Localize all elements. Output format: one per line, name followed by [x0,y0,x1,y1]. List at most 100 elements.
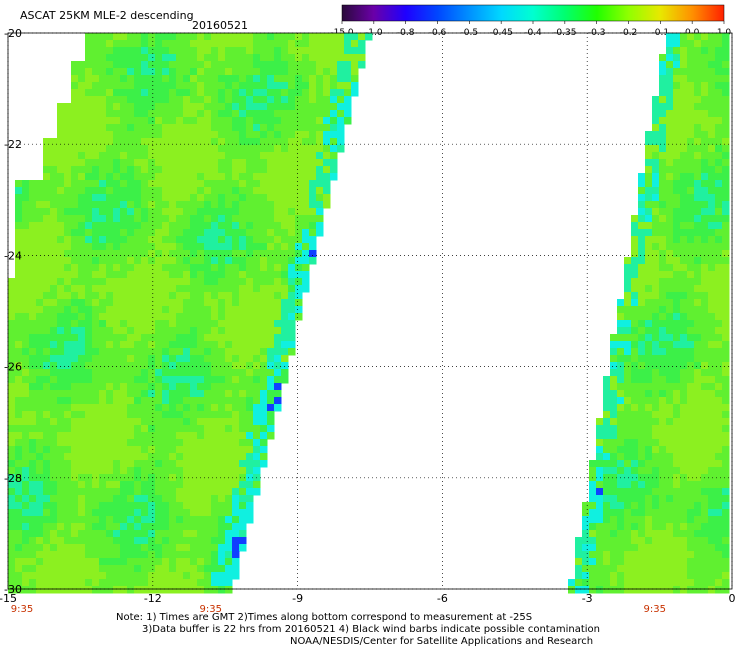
swath-cell [36,516,44,524]
swath-cell [673,362,681,370]
swath-cell [190,551,198,559]
swath-cell [92,334,100,342]
swath-cell [652,481,660,489]
swath-cell [274,131,282,139]
swath-cell [225,299,233,307]
swath-cell [330,173,338,181]
swath-cell [218,383,226,391]
swath-cell [302,54,310,62]
swath-cell [134,159,142,167]
swath-cell [64,488,72,496]
swath-cell [197,334,205,342]
swath-cell [169,418,177,426]
swath-cell [113,103,121,111]
swath-cell [190,173,198,181]
swath-cell [575,544,583,552]
swath-cell [680,124,688,132]
swath-cell [141,446,149,454]
swath-cell [8,369,16,377]
swath-cell [232,411,240,419]
swath-cell [141,523,149,531]
swath-cell [106,243,114,251]
swath-cell [309,117,317,125]
swath-cell [596,446,604,454]
swath-cell [722,229,730,237]
swath-cell [197,138,205,146]
swath-cell [176,551,184,559]
swath-cell [302,40,310,48]
swath-cell [638,341,646,349]
swath-cell [57,565,65,573]
swath-cell [29,383,37,391]
swath-cell [274,306,282,314]
swath-cell [624,565,632,573]
swath-cell [722,362,730,370]
swath-cell [659,467,667,475]
swath-cell [113,124,121,132]
swath-cell [260,236,268,244]
swath-cell [169,446,177,454]
swath-cell [659,89,667,97]
swath-cell [708,47,716,55]
swath-cell [134,145,142,153]
swath-cell [57,390,65,398]
swath-cell [645,488,653,496]
swath-cell [673,145,681,153]
swath-cell [50,411,58,419]
swath-cell [694,173,702,181]
swath-cell [659,278,667,286]
swath-cell [687,208,695,216]
swath-cell [309,33,317,41]
swath-cell [659,264,667,272]
swath-cell [36,187,44,195]
swath-cell [176,180,184,188]
swath-cell [666,565,674,573]
swath-cell [106,565,114,573]
swath-cell [715,446,723,454]
swath-cell [673,89,681,97]
swath-cell [141,460,149,468]
swath-cell [183,180,191,188]
swath-cell [666,40,674,48]
swath-cell [708,208,716,216]
swath-cell [169,495,177,503]
swath-cell [183,61,191,69]
swath-cell [113,404,121,412]
swath-cell [687,187,695,195]
swath-cell [680,117,688,125]
swath-cell [225,418,233,426]
swath-cell [232,75,240,83]
swath-cell [148,467,156,475]
swath-cell [197,313,205,321]
swath-cell [274,404,282,412]
swath-cell [120,40,128,48]
swath-cell [701,565,709,573]
swath-cell [239,334,247,342]
swath-cell [36,586,44,594]
swath-cell [330,33,338,41]
swath-cell [694,89,702,97]
swath-cell [92,180,100,188]
swath-cell [274,124,282,132]
swath-cell [106,530,114,538]
swath-cell [631,341,639,349]
swath-cell [155,474,163,482]
swath-cell [127,271,135,279]
swath-cell [267,103,275,111]
swath-cell [99,96,107,104]
swath-cell [652,229,660,237]
swath-cell [162,250,170,258]
swath-cell [666,516,674,524]
swath-cell [148,565,156,573]
swath-cell [589,558,597,566]
swath-cell [246,264,254,272]
swath-cell [652,180,660,188]
swath-cell [610,446,618,454]
swath-cell [15,201,23,209]
swath-cell [365,33,373,41]
swath-cell [197,572,205,580]
swath-cell [183,124,191,132]
swath-cell [169,481,177,489]
swath-cell [645,530,653,538]
swath-cell [246,509,254,517]
